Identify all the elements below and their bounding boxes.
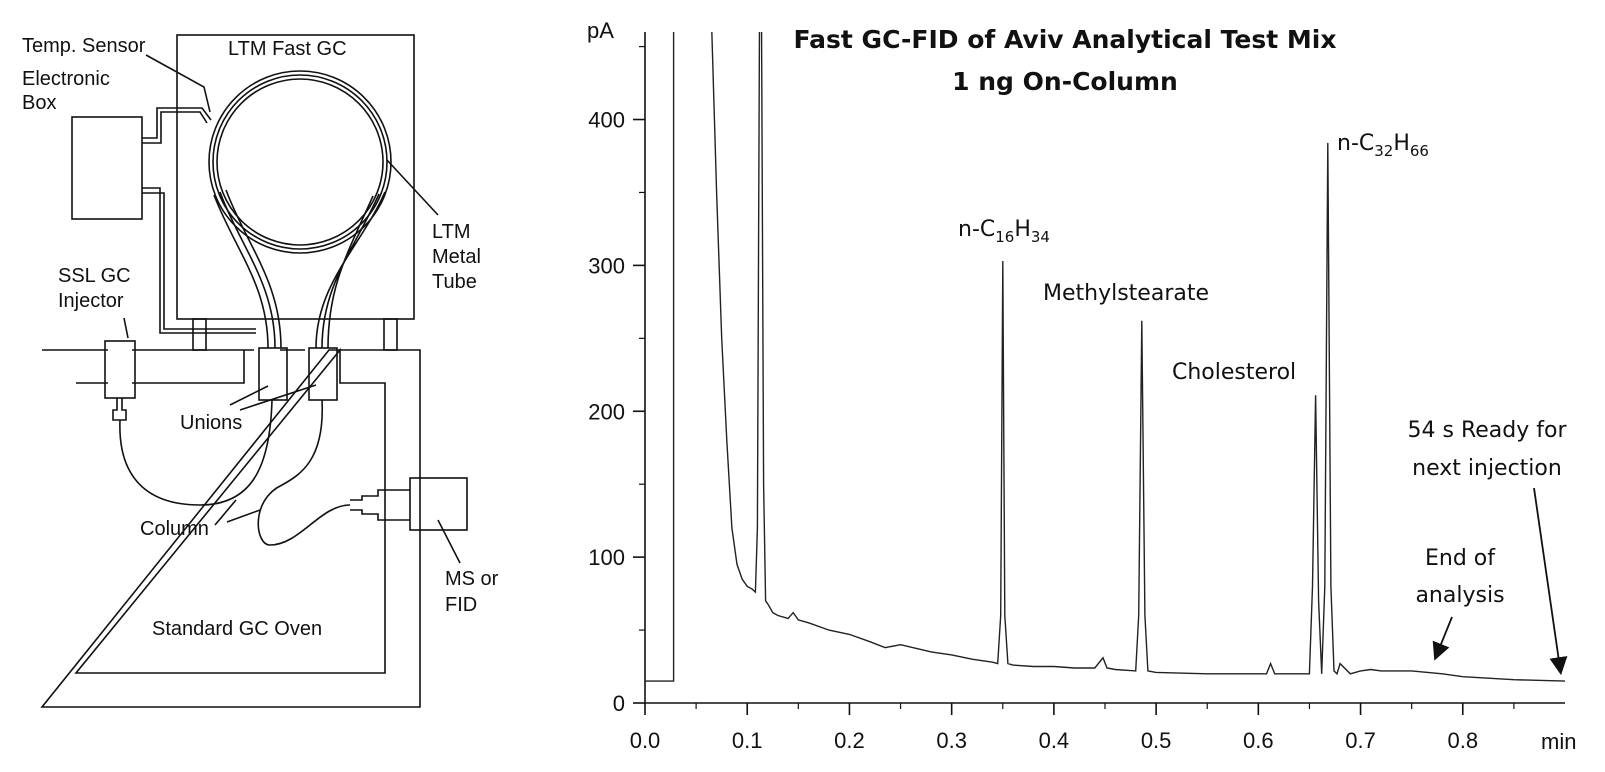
electronic-label: Electronic bbox=[22, 68, 110, 90]
x-tick-label: 0.8 bbox=[1447, 728, 1478, 753]
chromatogram-chart: Fast GC-FID of Aviv Analytical Test Mix … bbox=[587, 18, 1576, 754]
arrow-end-of-analysis bbox=[1432, 616, 1453, 661]
ms-or-label: MS or bbox=[445, 568, 499, 590]
temp-sensor-leader bbox=[145, 54, 211, 113]
annotation-ready-line2: next injection bbox=[1412, 456, 1562, 481]
tube-label: Tube bbox=[432, 271, 477, 293]
ltm-gc-schematic: Temp. Sensor LTM Fast GC Electronic Box … bbox=[22, 34, 499, 708]
oven-label: Standard GC Oven bbox=[152, 618, 322, 640]
detector-leader bbox=[437, 519, 461, 564]
x-tick-label: 0.1 bbox=[732, 728, 763, 753]
chromatogram-trace-1 bbox=[645, 32, 1566, 682]
x-tick-label: 0.5 bbox=[1141, 728, 1172, 753]
ms-fid-detector bbox=[409, 477, 468, 531]
y-tick-label: 200 bbox=[588, 399, 625, 424]
x-tick-label: 0.7 bbox=[1345, 728, 1376, 753]
ltm-tube-right-leg bbox=[315, 191, 386, 349]
chart-series bbox=[645, 32, 1566, 682]
injector-label: Injector bbox=[58, 290, 124, 312]
ssl-gc-label: SSL GC bbox=[58, 265, 131, 287]
control-cable bbox=[142, 107, 256, 334]
x-tick-label: 0.0 bbox=[630, 728, 661, 753]
arrow-ready-next-injection bbox=[1533, 487, 1568, 676]
ltm-tube-left-leg bbox=[213, 189, 282, 349]
fid-label: FID bbox=[445, 594, 477, 616]
union-left bbox=[258, 347, 288, 401]
ltm-label: LTM bbox=[432, 221, 471, 243]
support-right bbox=[383, 318, 398, 351]
ssl-injector-body bbox=[104, 340, 136, 399]
y-axis-label: pA bbox=[587, 18, 614, 43]
unions-leader bbox=[229, 384, 317, 411]
x-axis-label: min bbox=[1541, 729, 1576, 754]
unions-label: Unions bbox=[180, 412, 242, 434]
ltm-tube-leader bbox=[386, 159, 439, 216]
column-loop-left bbox=[119, 399, 273, 506]
annotation-ready-line1: 54 s Ready for bbox=[1408, 418, 1568, 443]
temp-sensor-label: Temp. Sensor bbox=[22, 35, 146, 57]
annotation-end-of-line1: End of bbox=[1425, 546, 1496, 571]
ltm-fast-gc-label: LTM Fast GC bbox=[228, 38, 347, 60]
x-tick-label: 0.6 bbox=[1243, 728, 1274, 753]
column-leader bbox=[214, 499, 261, 526]
annotation-end-of-line2: analysis bbox=[1415, 583, 1504, 608]
x-tick-label: 0.3 bbox=[936, 728, 967, 753]
column-coil-outer bbox=[208, 70, 392, 254]
y-tick-label: 100 bbox=[588, 545, 625, 570]
metal-label: Metal bbox=[432, 246, 481, 268]
x-tick-label: 0.2 bbox=[834, 728, 865, 753]
electronic-box bbox=[71, 116, 143, 220]
support-left bbox=[192, 318, 207, 351]
box-label: Box bbox=[22, 92, 56, 114]
column-coil-mid bbox=[212, 74, 388, 250]
oven-inner-wall bbox=[74, 347, 386, 674]
y-tick-label: 300 bbox=[588, 253, 625, 278]
x-tick-label: 0.4 bbox=[1039, 728, 1070, 753]
peak-label-c16h34: n-C16H34 bbox=[958, 217, 1050, 246]
peak-label-methylstearate: Methylstearate bbox=[1043, 281, 1209, 306]
column-loop-right bbox=[257, 399, 351, 546]
column-coil-inner bbox=[216, 78, 384, 246]
y-tick-label: 0 bbox=[613, 691, 625, 716]
y-tick-label: 400 bbox=[588, 108, 625, 133]
chart-title: Fast GC-FID of Aviv Analytical Test Mix bbox=[794, 25, 1337, 54]
column-label: Column bbox=[140, 518, 209, 540]
chart-annotations: n-C16H34 Methylstearate Cholesterol n-C32H6… bbox=[958, 131, 1568, 676]
chart-subtitle: 1 ng On-Column bbox=[952, 67, 1178, 96]
peak-label-c32h66: n-C32H66 bbox=[1337, 131, 1429, 160]
injector-leader bbox=[123, 317, 129, 339]
detector-fitting bbox=[350, 489, 410, 521]
union-right bbox=[308, 347, 338, 401]
ltm-fast-gc-box bbox=[176, 34, 415, 320]
peak-label-cholesterol: Cholesterol bbox=[1172, 360, 1296, 385]
chart-ticks: 0 100 200 300 400 0.0 0.1 0.2 0.3 0.4 0.5 0.6 0.7 0.8 bbox=[588, 45, 1515, 753]
